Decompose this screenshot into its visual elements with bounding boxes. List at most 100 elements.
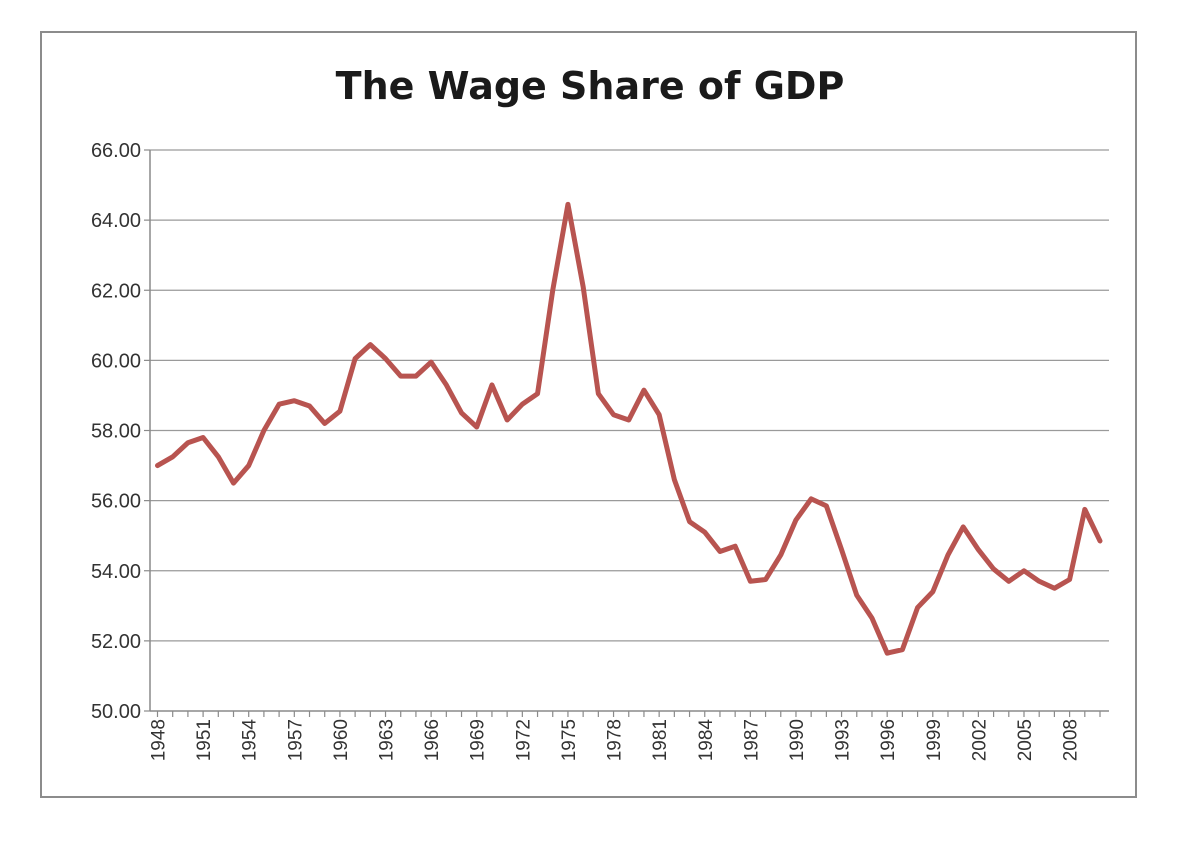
axes: [144, 149, 1109, 717]
data-point: [338, 409, 342, 413]
series-line-wage-share: [155, 201, 1103, 656]
data-point: [764, 578, 768, 582]
series-layer: [155, 201, 1103, 656]
data-point: [399, 374, 403, 378]
data-point: [429, 360, 433, 364]
data-point: [475, 425, 479, 429]
x-tick-label: 1993: [833, 719, 854, 761]
data-point: [794, 518, 798, 522]
data-point: [216, 455, 220, 459]
y-tick-label: 58.00: [91, 421, 141, 443]
x-tick-label: 1972: [513, 719, 534, 761]
data-point: [323, 421, 327, 425]
data-point: [840, 548, 844, 552]
x-tick-label: 1999: [924, 719, 945, 761]
data-point: [262, 429, 266, 433]
y-tick-label: 66.00: [91, 140, 141, 162]
data-point: [946, 553, 950, 557]
data-point: [414, 374, 418, 378]
x-tick-label: 1954: [240, 719, 261, 762]
x-tick-label: 1996: [878, 719, 899, 761]
data-point: [916, 606, 920, 610]
chart-title: The Wage Share of GDP: [336, 64, 845, 108]
data-point: [292, 399, 296, 403]
data-point: [444, 383, 448, 387]
y-tick-label: 64.00: [91, 210, 141, 232]
data-point: [581, 285, 585, 289]
data-point: [992, 567, 996, 571]
data-point: [703, 530, 707, 534]
data-point: [885, 651, 889, 655]
gridlines: [150, 149, 1109, 642]
data-point: [931, 590, 935, 594]
data-point: [353, 357, 357, 361]
data-point: [870, 616, 874, 620]
x-tick-label: 1990: [787, 719, 808, 761]
data-point: [308, 404, 312, 408]
data-point: [612, 413, 616, 417]
data-point: [824, 504, 828, 508]
data-point: [536, 392, 540, 396]
data-point: [627, 418, 631, 422]
data-point: [809, 497, 813, 501]
x-tick-label: 2008: [1061, 719, 1082, 761]
y-tick-label: 62.00: [91, 280, 141, 302]
line-chart: The Wage Share of GDP 50.00 52.00 54.00 56.…: [91, 64, 1109, 762]
y-tick-label: 50.00: [91, 701, 141, 723]
x-tick-label: 1969: [468, 719, 489, 761]
data-point: [247, 464, 251, 468]
data-point: [201, 436, 205, 440]
data-point: [688, 520, 692, 524]
data-point: [1098, 539, 1102, 543]
y-tick-label: 56.00: [91, 491, 141, 513]
data-point: [748, 579, 752, 583]
data-point: [368, 343, 372, 347]
data-point: [232, 481, 236, 485]
x-tick-label: 1960: [331, 719, 352, 761]
data-point: [384, 357, 388, 361]
data-point: [186, 441, 190, 445]
data-point: [1022, 569, 1026, 573]
x-tick-label: 1951: [194, 719, 215, 761]
x-tick-label: 1963: [377, 719, 398, 761]
y-tick-label: 54.00: [91, 561, 141, 583]
data-point: [976, 548, 980, 552]
x-tick-label: 1978: [605, 719, 626, 761]
y-tick-label: 60.00: [91, 350, 141, 372]
data-point: [642, 388, 646, 392]
x-tick-label: 1957: [285, 719, 306, 761]
x-tick-label: 2005: [1015, 719, 1036, 761]
data-point: [490, 383, 494, 387]
y-axis-labels: 50.00 52.00 54.00 56.00 58.00 60.00 62.00 64.00…: [91, 140, 141, 723]
chart-frame: The Wage Share of GDP 50.00 52.00 54.00 56.…: [40, 31, 1137, 798]
data-point: [156, 464, 160, 468]
data-point: [1037, 579, 1041, 583]
data-point: [657, 413, 661, 417]
data-point: [718, 549, 722, 553]
x-axis-labels: 1948 1951 1954 1957 1960 1963 1966 1969 1972 1975…: [149, 719, 1082, 762]
data-point: [505, 418, 509, 422]
x-tick-label: 1975: [559, 719, 580, 761]
data-point: [733, 544, 737, 548]
x-tick-label: 1948: [149, 719, 170, 761]
data-point: [900, 648, 904, 652]
data-point: [672, 478, 676, 482]
data-point: [855, 593, 859, 597]
data-point: [566, 202, 570, 206]
data-point: [596, 392, 600, 396]
data-point: [1052, 586, 1056, 590]
x-tick-label: 1984: [696, 719, 717, 762]
x-tick-label: 2002: [969, 719, 990, 761]
data-point: [520, 402, 524, 406]
x-tick-label: 1981: [650, 719, 671, 761]
data-point: [1068, 578, 1072, 582]
data-point: [460, 411, 464, 415]
x-tick-label: 1966: [422, 719, 443, 761]
data-point: [779, 553, 783, 557]
data-point: [1007, 579, 1011, 583]
data-point: [961, 525, 965, 529]
x-tick-label: 1987: [741, 719, 762, 761]
y-tick-label: 52.00: [91, 631, 141, 653]
data-point: [551, 288, 555, 292]
data-point: [1083, 507, 1087, 511]
